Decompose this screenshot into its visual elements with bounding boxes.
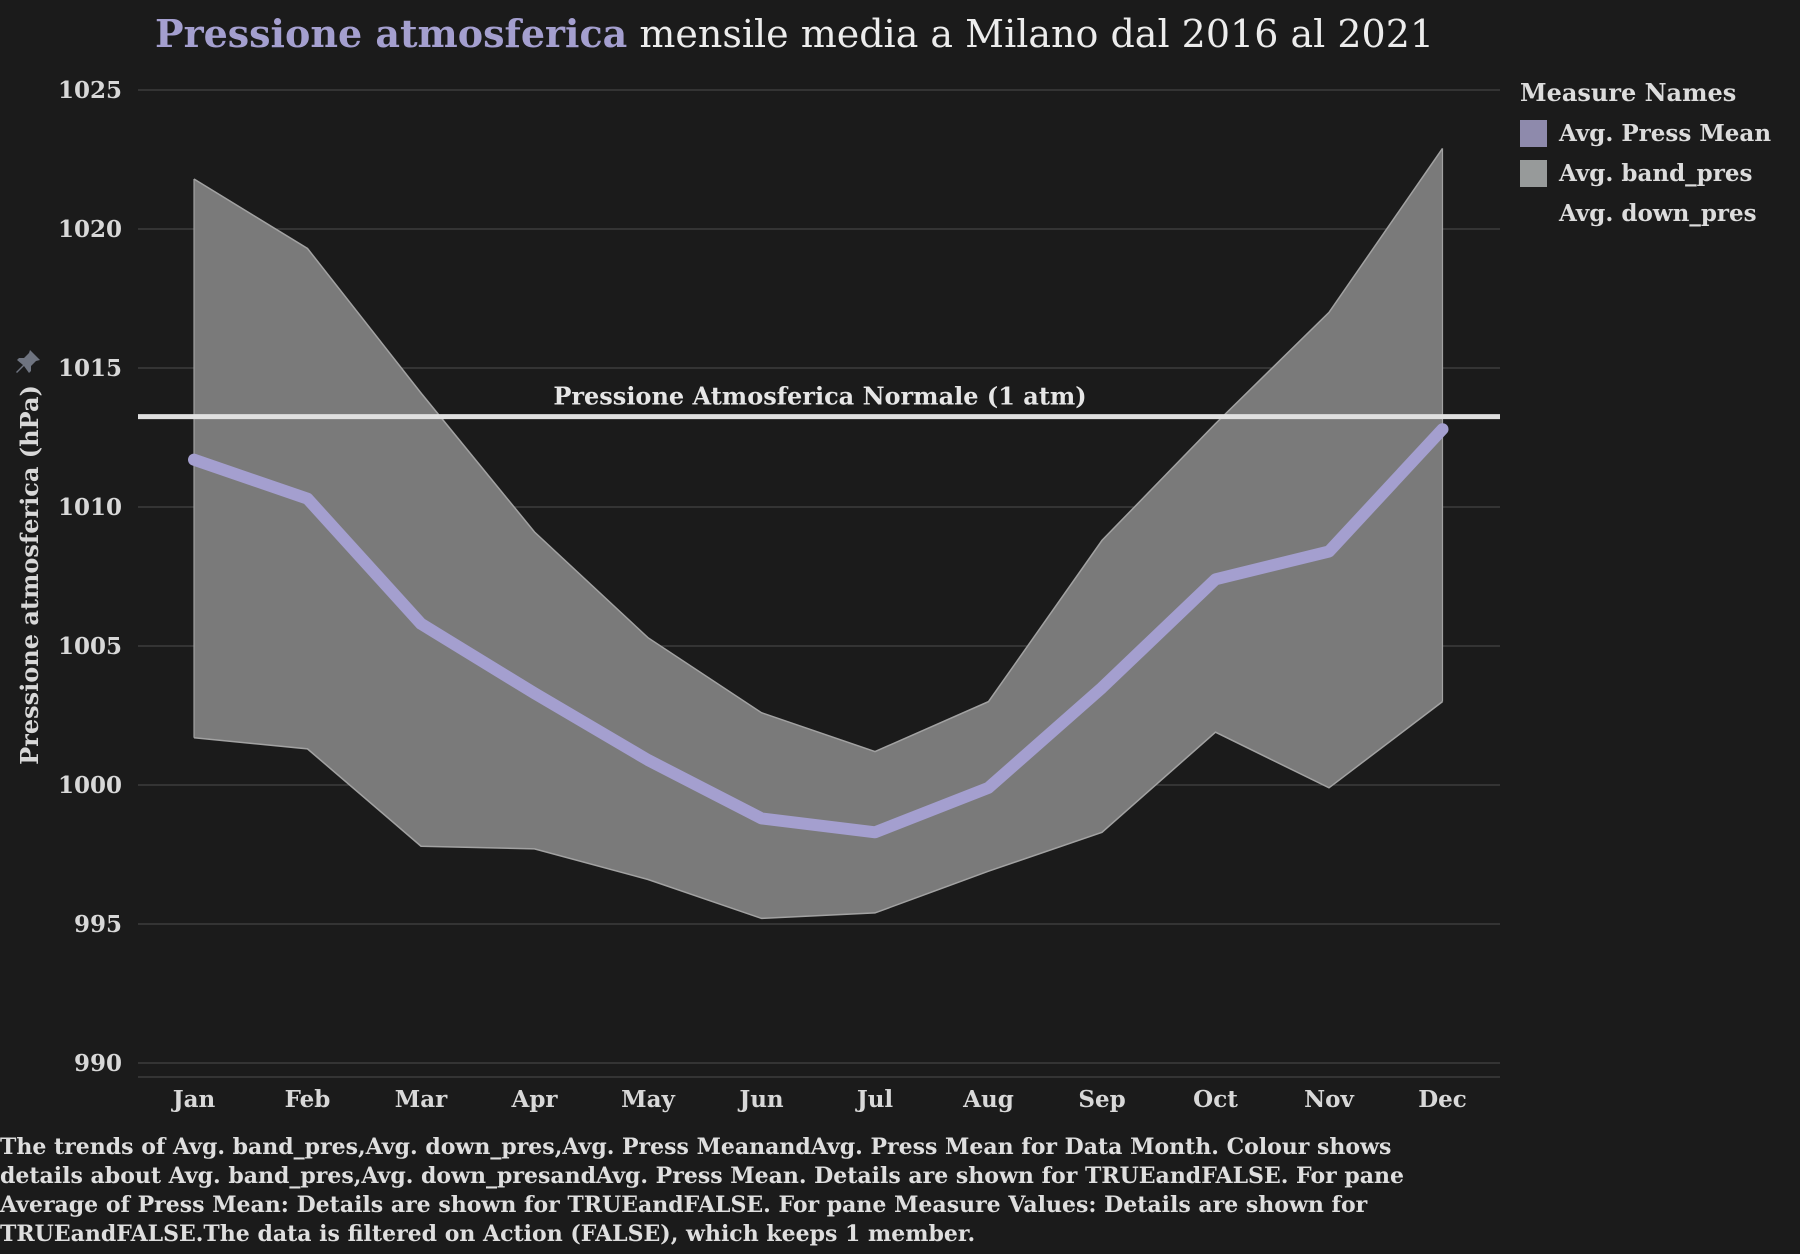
press-mean-point — [1100, 685, 1104, 690]
x-tick-label: Sep — [1078, 1086, 1125, 1113]
y-tick-label: 1020 — [58, 216, 122, 243]
press-mean-point — [305, 496, 310, 501]
x-tick-label: May — [621, 1086, 675, 1113]
press-mean-point — [1440, 427, 1445, 432]
legend-item-band-pres[interactable]: Avg. band_pres — [1520, 153, 1795, 193]
x-tick-label: Oct — [1193, 1086, 1238, 1113]
pressure-band — [193, 147, 1444, 920]
x-tick-label: Feb — [285, 1086, 331, 1113]
band-lower-edge — [193, 701, 1443, 920]
y-tick-label: 990 — [74, 1050, 122, 1077]
y-tick-label: 1025 — [58, 77, 122, 104]
legend-swatch-down-pres — [1520, 200, 1547, 227]
legend: Measure Names Avg. Press Mean Avg. band_… — [1520, 78, 1795, 233]
chart-caption: The trends of Avg. band_pres,Avg. down_p… — [0, 1134, 1405, 1247]
y-tick-label: 1015 — [58, 355, 122, 382]
y-tick-label: 1005 — [58, 633, 122, 660]
mean-line-group — [188, 423, 1449, 839]
chart-title: Pressione atmosferica mensile media a Mi… — [155, 11, 1434, 56]
y-tick-label: 1000 — [58, 772, 122, 799]
chart-title-highlight: Pressione atmosferica — [155, 11, 627, 56]
press-mean-point — [986, 785, 991, 790]
y-tick-label: 995 — [74, 911, 122, 938]
band-area — [194, 148, 1443, 919]
legend-label-press-mean: Avg. Press Mean — [1559, 119, 1772, 147]
legend-label-down-pres: Avg. down_pres — [1559, 199, 1757, 227]
y-axis-title: Pressione atmosferica (hPa) — [15, 385, 44, 765]
x-tick-label: Dec — [1418, 1086, 1467, 1113]
legend-item-press-mean[interactable]: Avg. Press Mean — [1520, 113, 1795, 153]
x-tick-label: Jul — [855, 1086, 894, 1113]
x-tick-label: Aug — [962, 1086, 1014, 1113]
pin-icon[interactable] — [14, 348, 42, 376]
x-tick-label: Jan — [171, 1086, 216, 1113]
legend-title: Measure Names — [1520, 78, 1737, 107]
x-tick-label: Apr — [510, 1086, 558, 1113]
x-axis-ticks: Jan Feb Mar Apr May Jun Jul Aug Sep Oct Nov Dec — [171, 1086, 1467, 1113]
x-tick-label: Jun — [737, 1086, 784, 1113]
press-mean-point — [1213, 577, 1218, 582]
press-mean-point — [192, 457, 196, 462]
press-mean-point — [419, 621, 423, 626]
legend-swatch-press-mean — [1520, 119, 1547, 147]
press-mean-point — [1327, 549, 1331, 554]
y-axis-ticks: 990 995 1000 1005 1010 1015 1020 1025 — [58, 77, 122, 1077]
x-tick-label: Mar — [395, 1086, 448, 1113]
chart-title-rest: mensile media a Milano dal 2016 al 2021 — [627, 12, 1434, 56]
reference-line-group: Pressione Atmosferica Normale (1 atm) — [138, 382, 1500, 420]
press-mean-line — [188, 423, 1449, 839]
press-mean-point — [873, 830, 877, 835]
x-tick-label: Nov — [1304, 1086, 1354, 1113]
legend-label-band-pres: Avg. band_pres — [1559, 159, 1753, 187]
legend-item-down-pres[interactable]: Avg. down_pres — [1520, 193, 1795, 233]
press-mean-point — [646, 757, 650, 762]
reference-line-label: Pressione Atmosferica Normale (1 atm) — [553, 382, 1086, 411]
y-tick-label: 1010 — [58, 494, 122, 521]
press-mean-point — [759, 816, 764, 821]
band-upper-edge — [193, 147, 1444, 753]
press-mean-point — [532, 691, 537, 696]
legend-swatch-band-pres — [1520, 159, 1547, 187]
